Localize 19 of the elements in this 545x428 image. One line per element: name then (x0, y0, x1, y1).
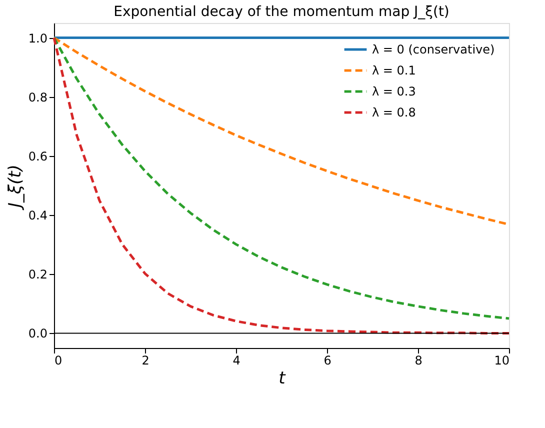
x-axis-title: t (278, 368, 287, 388)
y-tick-label: 0.6 (28, 149, 48, 164)
legend-label: λ = 0.1 (372, 64, 416, 78)
legend-label: λ = 0.8 (372, 106, 416, 120)
x-tick-label: 2 (142, 354, 150, 368)
y-tick-label: 1.0 (28, 31, 48, 46)
y-axis-title: J_ξ(t) (5, 164, 26, 210)
x-tick-label: 8 (414, 354, 422, 368)
y-tick-label: 0.2 (28, 268, 48, 282)
y-tick-label: 0.8 (28, 90, 48, 104)
legend-label: λ = 0.3 (372, 84, 416, 98)
x-tick-label: 4 (232, 354, 240, 368)
x-tick-label: 10 (494, 354, 510, 368)
chart-title: Exponential decay of the momentum map J_ξ(t) (114, 4, 450, 20)
y-tick-label: 0.4 (28, 208, 48, 223)
x-tick-label: 0 (54, 354, 62, 368)
legend-label: λ = 0 (conservative) (372, 42, 495, 56)
x-tick-label: 6 (324, 354, 332, 368)
y-tick-label: 0.0 (28, 326, 48, 341)
